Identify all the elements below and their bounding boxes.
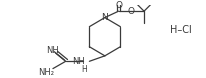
Text: N: N — [101, 13, 108, 22]
Text: NH: NH — [72, 57, 84, 66]
Text: O: O — [115, 1, 122, 10]
Text: H–Cl: H–Cl — [169, 25, 191, 35]
Text: H: H — [81, 65, 86, 74]
Text: NH: NH — [46, 46, 59, 55]
Text: O: O — [127, 7, 134, 16]
Text: NH₂: NH₂ — [37, 68, 53, 77]
